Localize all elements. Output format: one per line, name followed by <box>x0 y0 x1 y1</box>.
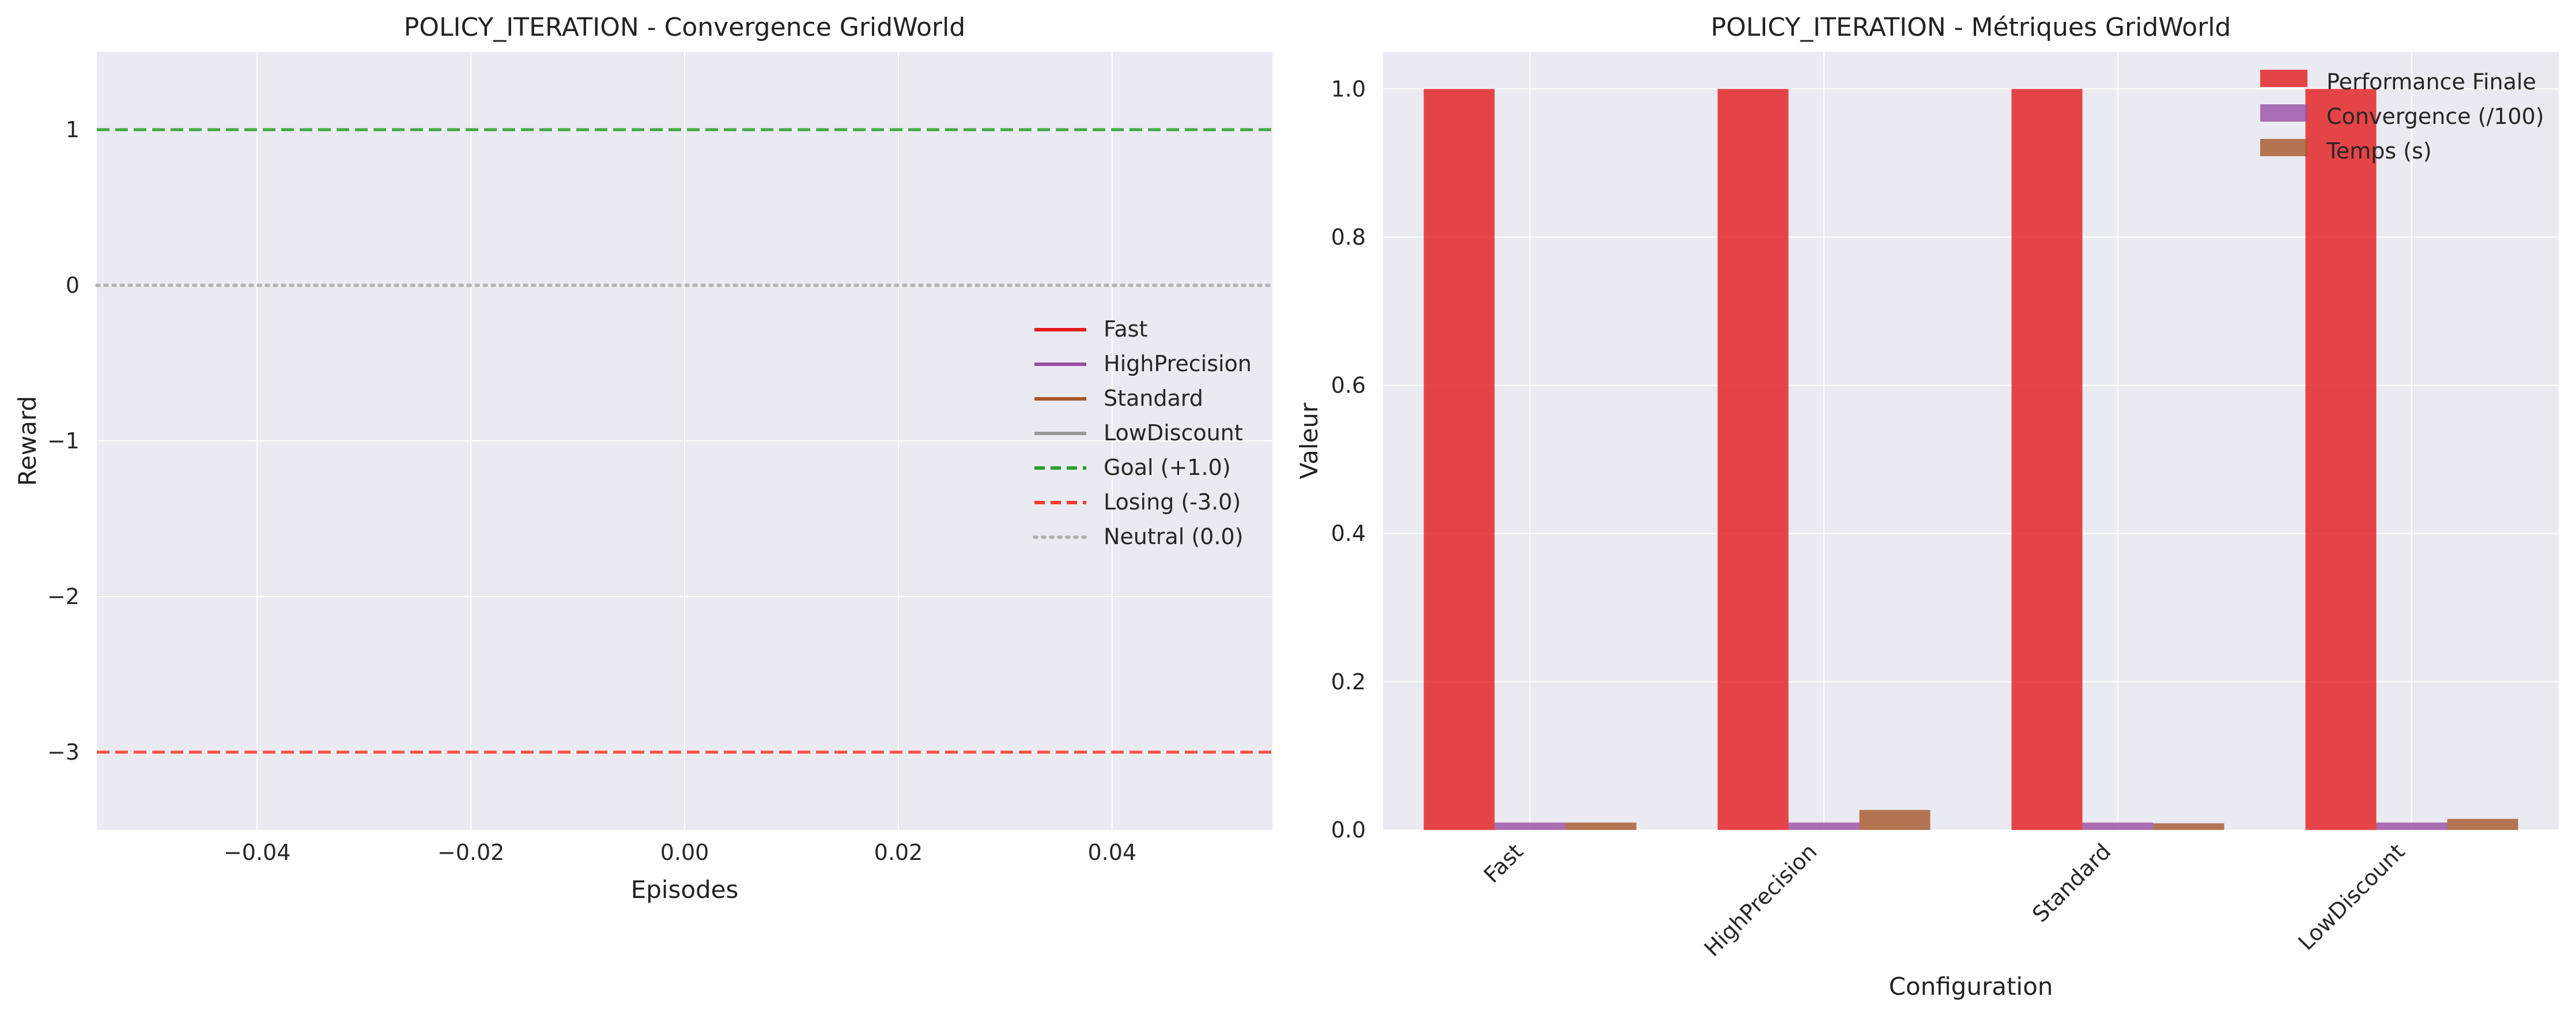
y-tick-label: 1 <box>66 117 80 142</box>
bar <box>2447 818 2518 830</box>
legend-label: HighPrecision <box>1104 351 1252 376</box>
x-tick-label: −0.02 <box>437 840 504 865</box>
x-tick-label: −0.04 <box>224 840 290 865</box>
x-tick-label: LowDiscount <box>2293 839 2409 955</box>
bar <box>2011 89 2083 830</box>
legend-label: Fast <box>1104 316 1147 342</box>
y-tick-label: −1 <box>47 428 80 454</box>
y-tick-label: −3 <box>47 739 80 765</box>
right-legend: Performance Finale Convergence (/100) Temp… <box>2260 69 2544 164</box>
bar <box>1423 89 1495 830</box>
reference-lines <box>95 128 1274 754</box>
bar <box>1788 822 1860 830</box>
y-tick-label: 0.8 <box>1331 224 1366 250</box>
right-chart: Fast HighPrecision Standard LowDiscount 0.0… <box>1295 13 2559 1001</box>
bars <box>1423 89 2518 830</box>
left-chart: −0.04 −0.02 0.00 0.02 0.04 1 0 −1 −2 −3 POLICY_I… <box>13 13 1274 904</box>
left-y-axis-label: Reward <box>13 396 41 486</box>
bar <box>1494 822 1566 830</box>
legend-swatch <box>2260 139 2307 156</box>
x-tick-label: 0.00 <box>660 840 709 865</box>
legend-label: Temps (s) <box>2326 138 2432 164</box>
right-y-tick-labels: 0.0 0.2 0.4 0.6 0.8 1.0 <box>1331 76 1366 843</box>
bar <box>1717 89 1789 830</box>
left-chart-title: POLICY_ITERATION - Convergence GridWorld <box>404 13 965 42</box>
left-legend: Fast HighPrecision Standard LowDiscount Goal… <box>1033 316 1252 549</box>
bar <box>2305 89 2377 830</box>
bar <box>2376 822 2447 830</box>
right-x-tick-labels: Fast HighPrecision Standard LowDiscount <box>1479 839 2409 961</box>
bar <box>1859 810 1931 830</box>
x-tick-label: Standard <box>2027 839 2116 927</box>
bar <box>2153 823 2224 830</box>
y-tick-label: 1.0 <box>1331 76 1366 101</box>
left-y-tick-labels: 1 0 −1 −2 −3 <box>47 117 80 765</box>
y-tick-label: −2 <box>47 584 80 609</box>
x-tick-label: 0.04 <box>1088 840 1137 865</box>
right-y-axis-label: Valeur <box>1295 402 1323 479</box>
y-tick-label: 0 <box>66 273 80 298</box>
y-tick-label: 0.2 <box>1331 669 1366 695</box>
legend-label: Standard <box>1104 386 1203 411</box>
x-tick-label: Fast <box>1479 839 1528 888</box>
legend-label: Losing (-3.0) <box>1104 489 1241 515</box>
y-tick-label: 0.6 <box>1331 373 1366 398</box>
bar <box>2082 822 2154 830</box>
right-plot-area <box>1383 52 2559 830</box>
left-x-axis-label: Episodes <box>631 875 739 904</box>
legend-label: Neutral (0.0) <box>1104 524 1243 549</box>
right-chart-title: POLICY_ITERATION - Métriques GridWorld <box>1711 13 2231 42</box>
legend-swatch <box>2260 104 2307 122</box>
legend-label: Goal (+1.0) <box>1104 455 1231 480</box>
y-tick-label: 0.0 <box>1331 817 1366 843</box>
legend-label: LowDiscount <box>1104 420 1243 446</box>
bar <box>1565 822 1637 830</box>
right-x-axis-label: Configuration <box>1889 972 2053 1001</box>
legend-label: Performance Finale <box>2326 69 2536 95</box>
x-tick-label: 0.02 <box>874 840 923 865</box>
legend-label: Convergence (/100) <box>2326 104 2544 129</box>
legend-swatch <box>2260 70 2307 87</box>
left-x-tick-labels: −0.04 −0.02 0.00 0.02 0.04 <box>224 840 1136 865</box>
x-tick-label: HighPrecision <box>1699 839 1822 961</box>
y-tick-label: 0.4 <box>1331 521 1366 546</box>
